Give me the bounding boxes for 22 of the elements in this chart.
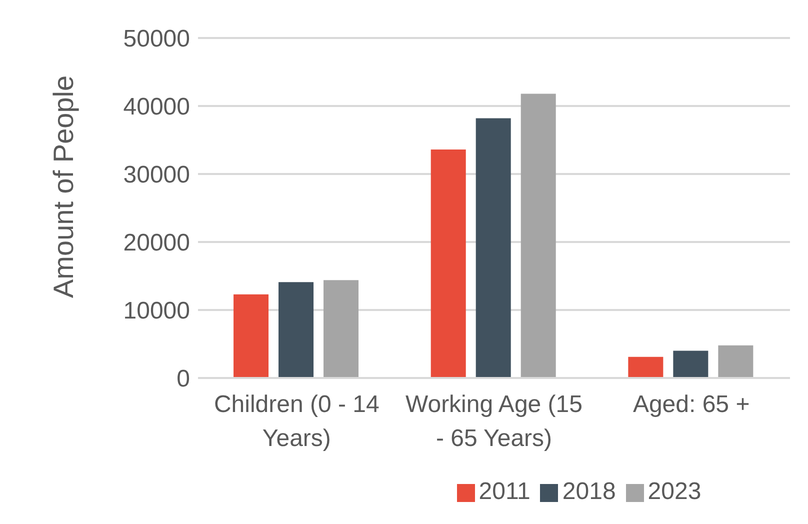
bar xyxy=(673,350,708,378)
y-tick-label: 40000 xyxy=(123,94,190,121)
x-tick-label: Aged: 65 + xyxy=(632,391,750,418)
bar xyxy=(324,280,359,378)
y-tick-label: 20000 xyxy=(123,230,190,257)
bar xyxy=(520,94,556,378)
y-tick-label: 50000 xyxy=(123,26,190,53)
bar xyxy=(718,345,754,378)
bar xyxy=(234,294,269,378)
legend-label: 2011 xyxy=(478,478,530,505)
y-tick-label: 0 xyxy=(176,366,190,393)
legend-label: 2018 xyxy=(562,478,616,505)
bar xyxy=(476,118,511,378)
y-tick-label: 10000 xyxy=(123,298,190,325)
x-tick-label: Working Age (15 - 65 Years) xyxy=(406,391,582,452)
y-tick-label: 30000 xyxy=(123,162,190,189)
legend-label: 2023 xyxy=(648,478,702,505)
bar xyxy=(278,282,314,378)
x-tick-label: Children (0 - 14 Years) xyxy=(214,391,380,452)
bar xyxy=(430,150,466,378)
bar xyxy=(628,356,664,378)
y-axis-title: Amount of People xyxy=(48,75,79,298)
